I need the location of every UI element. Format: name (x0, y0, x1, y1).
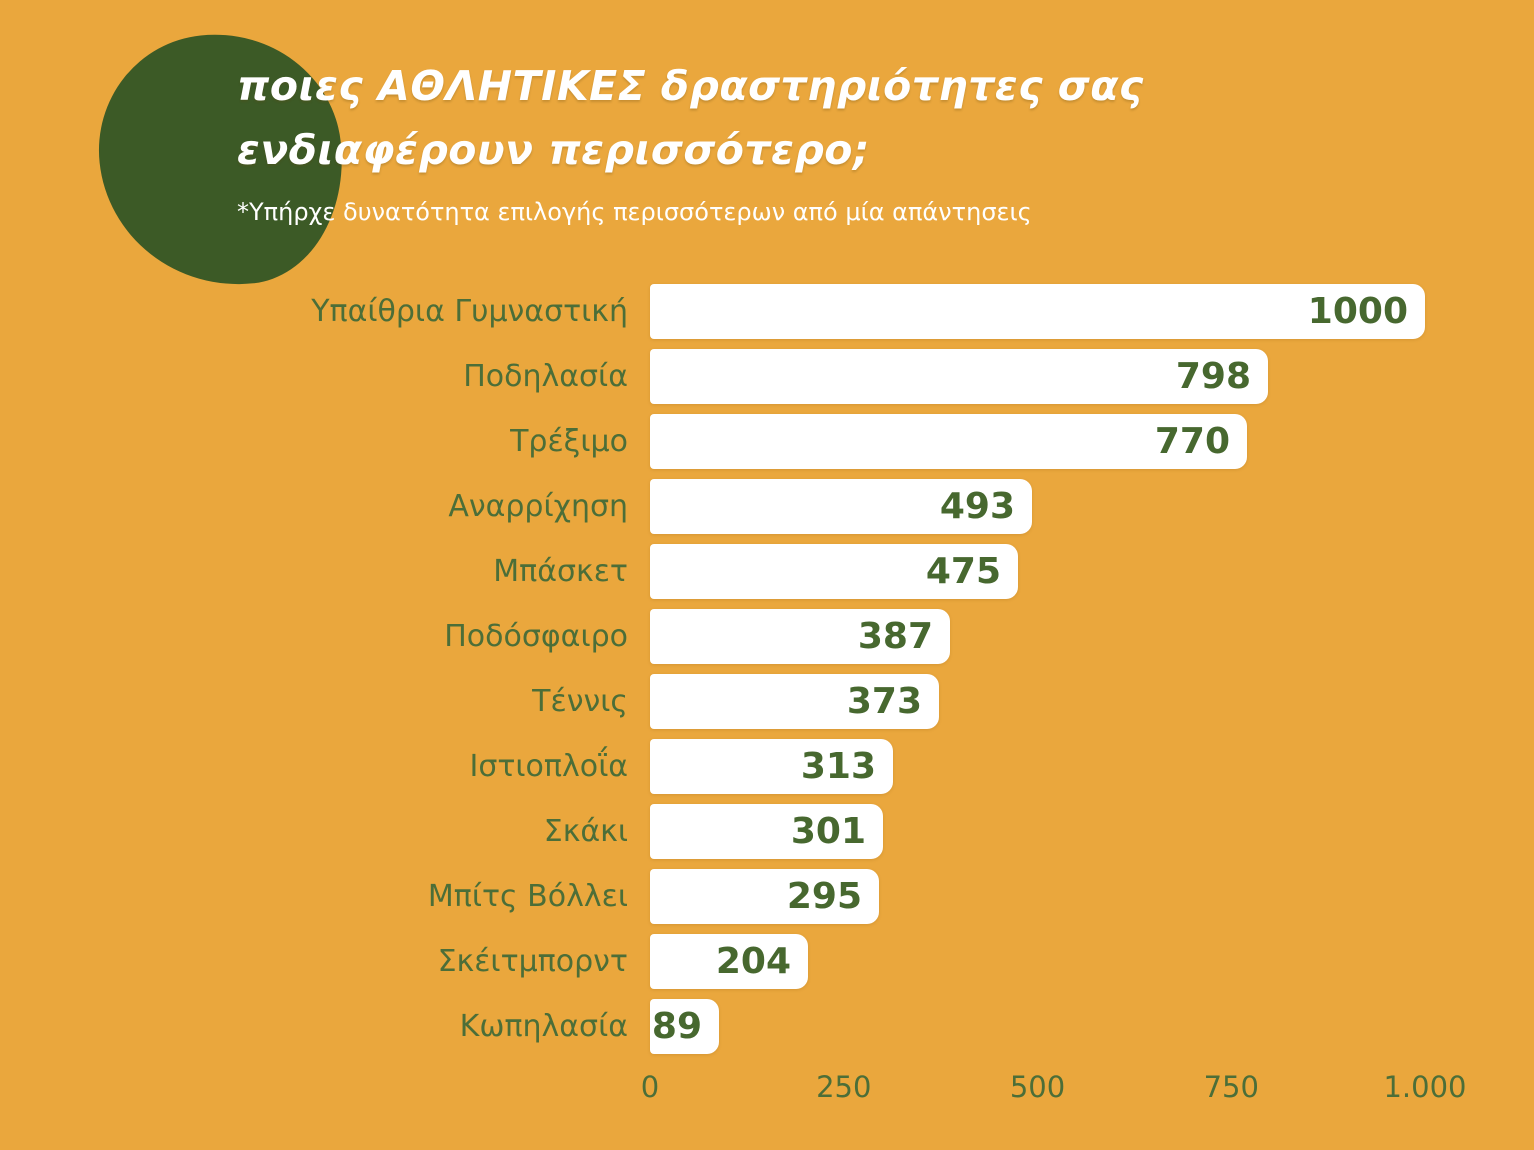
bar-rows: Υπαίθρια Γυμναστική 1000 Ποδηλασία 798 Τρέξι… (0, 284, 1534, 1054)
value-label: 301 (790, 811, 866, 852)
chart-title: ποιες ΑΘΛΗΤΙΚΕΣ δραστηριότητες σας ενδιαφ… (237, 54, 1197, 182)
value-label: 475 (925, 551, 1001, 592)
bar-row: Τρέξιμο 770 (0, 414, 1534, 469)
bar: 798 (650, 349, 1268, 404)
category-label: Υπαίθρια Γυμναστική (311, 294, 628, 329)
bar: 475 (650, 544, 1018, 599)
bar-row: Μπίτς Βόλλει 295 (0, 869, 1534, 924)
category-label: Ποδόσφαιρο (444, 619, 628, 654)
value-label: 295 (786, 876, 862, 917)
bar: 1000 (650, 284, 1425, 339)
header: ποιες ΑΘΛΗΤΙΚΕΣ δραστηριότητες σας ενδιαφ… (237, 54, 1197, 226)
value-label: 770 (1154, 421, 1230, 462)
bar: 493 (650, 479, 1032, 534)
bar-row: Τέννις 373 (0, 674, 1534, 729)
x-axis-tick-label: 250 (816, 1070, 872, 1104)
category-label: Τέννις (532, 684, 628, 719)
x-axis-tick-label: 750 (1203, 1070, 1259, 1104)
chart-title-line-2: ενδιαφέρουν περισσότερο; (237, 126, 870, 174)
bar: 313 (650, 739, 893, 794)
category-label: Τρέξιμο (510, 424, 628, 459)
category-label: Μπίτς Βόλλει (427, 879, 628, 914)
x-axis-tick-label: 0 (640, 1070, 660, 1104)
bar-row: Ποδηλασία 798 (0, 349, 1534, 404)
bar: 204 (650, 934, 808, 989)
bar-row: Υπαίθρια Γυμναστική 1000 (0, 284, 1534, 339)
chart-subtitle: *Υπήρχε δυνατότητα επιλογής περισσότερων… (237, 198, 1032, 226)
category-label: Σκάκι (543, 814, 628, 849)
bar: 295 (650, 869, 879, 924)
value-label: 1000 (1307, 291, 1408, 332)
bar: 301 (650, 804, 883, 859)
value-label: 373 (846, 681, 922, 722)
category-label: Αναρρίχηση (448, 489, 628, 524)
value-label: 204 (715, 941, 791, 982)
bar: 373 (650, 674, 939, 729)
chart-title-line-1: ποιες ΑΘΛΗΤΙΚΕΣ δραστηριότητες σας (237, 62, 1144, 110)
bar-row: Σκάκι 301 (0, 804, 1534, 859)
bar: 89 (650, 999, 719, 1054)
x-axis-tick-label: 500 (1009, 1070, 1066, 1104)
category-label: Κωπηλασία (459, 1009, 628, 1044)
bar-row: Ιστιοπλοΐα 313 (0, 739, 1534, 794)
category-label: Ιστιοπλοΐα (469, 749, 628, 784)
bar-chart: Υπαίθρια Γυμναστική 1000 Ποδηλασία 798 Τρέξι… (0, 284, 1534, 1112)
value-label: 89 (651, 1006, 702, 1047)
bar: 387 (650, 609, 950, 664)
x-axis: 0 250 500 750 1.000 (0, 1066, 1534, 1112)
value-label: 313 (800, 746, 876, 787)
value-label: 798 (1175, 356, 1251, 397)
category-label: Ποδηλασία (463, 359, 628, 394)
x-axis-tick-label: 1.000 (1383, 1070, 1467, 1104)
bar-row: Σκέιτμπορντ 204 (0, 934, 1534, 989)
bar-row: Ποδόσφαιρο 387 (0, 609, 1534, 664)
value-label: 493 (939, 486, 1015, 527)
bar-row: Αναρρίχηση 493 (0, 479, 1534, 534)
category-label: Σκέιτμπορντ (437, 944, 628, 979)
category-label: Μπάσκετ (493, 554, 628, 589)
value-label: 387 (857, 616, 933, 657)
bar: 770 (650, 414, 1247, 469)
bar-row: Μπάσκετ 475 (0, 544, 1534, 599)
bar-row: Κωπηλασία 89 (0, 999, 1534, 1054)
